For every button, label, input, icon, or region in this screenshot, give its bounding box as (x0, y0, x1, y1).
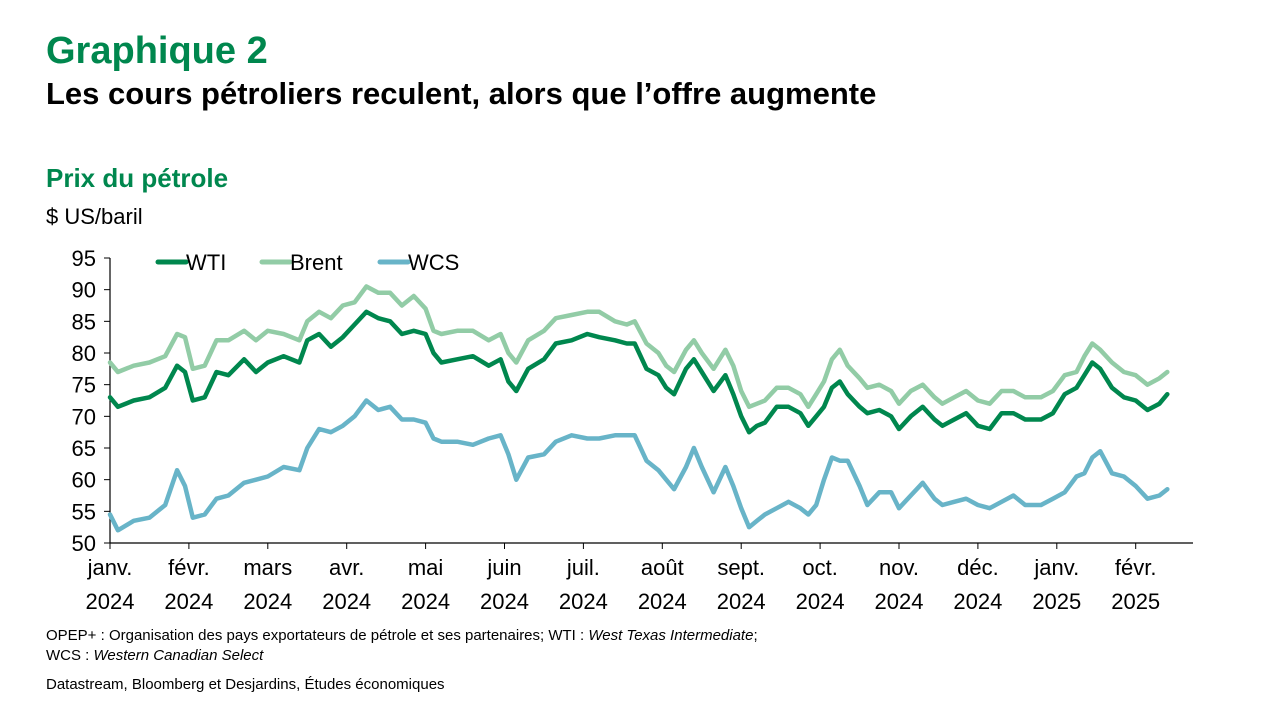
series-line-brent (107, 284, 1170, 410)
x-tick-label-month: août (641, 555, 684, 580)
series-line-wti (107, 309, 1170, 435)
x-tick-label-year: 2024 (796, 589, 845, 614)
y-tick-label: 85 (72, 309, 96, 334)
x-tick-label-month: janv. (87, 555, 133, 580)
x-tick-label-year: 2024 (480, 589, 529, 614)
y-tick-label: 65 (72, 436, 96, 461)
y-tick-label: 95 (72, 246, 96, 271)
y-axis-unit: $ US/baril (46, 204, 143, 229)
y-tick-label: 80 (72, 341, 96, 366)
notes-line-2-text: WCS : (46, 647, 94, 664)
x-tick-label-year: 2025 (1111, 589, 1160, 614)
x-tick-label-month: janv. (1033, 555, 1079, 580)
notes-line-2-italic: Western Canadian Select (93, 647, 264, 664)
x-tick-label-month: févr. (168, 555, 210, 580)
x-tick-label-year: 2024 (559, 589, 608, 614)
legend: WTI Brent WCS (155, 250, 459, 275)
x-tick-label-month: juil. (566, 555, 600, 580)
axes: 50 55 60 65 70 75 80 85 90 95 janv. 2024 févr. 2024 ma… (72, 246, 1193, 614)
y-tick-label: 70 (72, 404, 96, 429)
x-tick-label-year: 2024 (322, 589, 371, 614)
y-tick-label: 55 (72, 499, 96, 524)
y-tick-label: 90 (72, 278, 96, 303)
chart-notes: OPEP+ : Organisation des pays exportateu… (46, 626, 758, 666)
x-tick-label-month: févr. (1115, 555, 1157, 580)
y-tick-label: 75 (72, 373, 96, 398)
x-tick-label-month: nov. (879, 555, 919, 580)
figure-number: Graphique 2 (46, 30, 268, 72)
x-tick-label-year: 2024 (953, 589, 1002, 614)
x-tick-label-month: avr. (329, 555, 364, 580)
y-tick-label: 50 (72, 531, 96, 556)
x-tick-label-month: mai (408, 555, 443, 580)
legend-label-brent: Brent (290, 250, 343, 275)
heading: Graphique 2 Les cours pétroliers reculen… (46, 28, 876, 114)
x-tick-label-year: 2024 (243, 589, 292, 614)
series-layer (107, 284, 1170, 533)
x-tick-label-month: sept. (717, 555, 765, 580)
notes-line-1-italic: West Texas Intermediate (588, 627, 754, 644)
x-tick-label-year: 2024 (638, 589, 687, 614)
x-tick-label-month: juin (486, 555, 521, 580)
y-tick-label: 60 (72, 468, 96, 493)
x-tick-label-year: 2024 (401, 589, 450, 614)
notes-line-1-end: ; (753, 627, 758, 644)
x-tick-label-month: oct. (802, 555, 837, 580)
series-line-wcs (107, 398, 1170, 533)
x-tick-label-year: 2025 (1032, 589, 1081, 614)
x-tick-label-year: 2024 (875, 589, 924, 614)
legend-label-wcs: WCS (408, 250, 459, 275)
x-tick-label-year: 2024 (164, 589, 213, 614)
x-tick-label-month: déc. (957, 555, 999, 580)
notes-line-2: WCS : Western Canadian Select (46, 646, 758, 666)
x-tick-label-year: 2024 (717, 589, 766, 614)
notes-line-1: OPEP+ : Organisation des pays exportateu… (46, 626, 758, 646)
notes-line-1-text: OPEP+ : Organisation des pays exportateu… (46, 627, 589, 644)
chart-subtitle: Prix du pétrole (46, 163, 229, 193)
x-tick-label-month: mars (243, 555, 292, 580)
x-tick-label-year: 2024 (86, 589, 135, 614)
legend-label-wti: WTI (186, 250, 226, 275)
source-note: Datastream, Bloomberg et Desjardins, Étu… (46, 676, 445, 693)
figure-title: Les cours pétroliers reculent, alors que… (46, 76, 877, 111)
